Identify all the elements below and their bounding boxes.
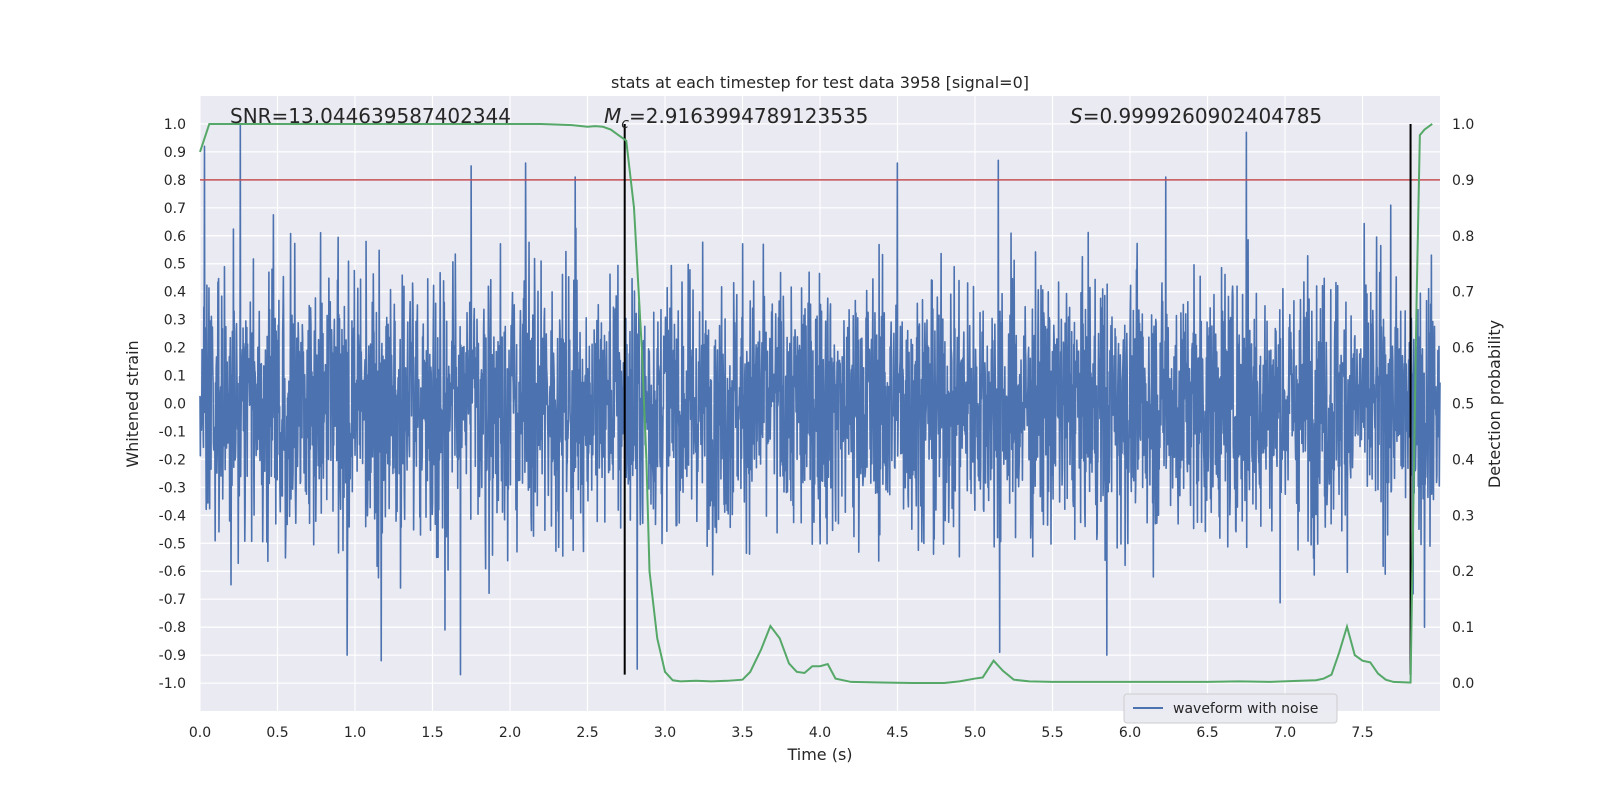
waveform-series-line bbox=[199, 123, 1441, 676]
s-value: =0.9999260902404785 bbox=[1083, 104, 1322, 128]
x-tick-label: 5.0 bbox=[964, 725, 986, 741]
y-right-tick-label: 0.6 bbox=[1452, 341, 1474, 357]
x-tick-label: 2.0 bbox=[499, 725, 521, 741]
y-right-tick-label: 0.3 bbox=[1452, 508, 1474, 524]
y-left-tick-label: -1.0 bbox=[159, 676, 186, 692]
y-left-tick-label: 0.9 bbox=[164, 145, 186, 161]
x-tick-label: 7.5 bbox=[1351, 725, 1373, 741]
y-left-tick-label: 0.7 bbox=[164, 201, 186, 217]
y-left-tick-label: -0.6 bbox=[159, 564, 186, 580]
ticks: 0.0 0.5 1.0 1.5 2.0 2.5 3.0 3.5 4.0 4.5 5.0 5.5 6.0 6… bbox=[159, 117, 1475, 741]
y-axis-label-left: Whitened strain bbox=[123, 340, 142, 467]
x-tick-label: 1.0 bbox=[344, 725, 366, 741]
y-left-tick-label: 0.3 bbox=[164, 313, 186, 329]
plot-area bbox=[199, 123, 1441, 676]
y-left-tick-label: 0.1 bbox=[164, 369, 186, 385]
x-axis-label: Time (s) bbox=[786, 745, 852, 764]
x-tick-label: 2.5 bbox=[576, 725, 598, 741]
mc-subscript: c bbox=[621, 116, 629, 132]
y-left-tick-label: 0.5 bbox=[164, 257, 186, 273]
s-symbol: S bbox=[1070, 104, 1083, 128]
x-tick-label: 0.5 bbox=[266, 725, 288, 741]
y-left-tick-label: -0.8 bbox=[159, 620, 186, 636]
x-tick-label: 1.5 bbox=[421, 725, 443, 741]
y-right-tick-label: 1.0 bbox=[1452, 117, 1474, 133]
y-left-tick-label: -0.5 bbox=[159, 536, 186, 552]
y-left-tick-label: 1.0 bbox=[164, 117, 186, 133]
y-left-tick-label: 0.0 bbox=[164, 397, 186, 413]
x-tick-label: 7.0 bbox=[1274, 725, 1296, 741]
y-left-tick-label: -0.3 bbox=[159, 480, 186, 496]
x-tick-label: 4.5 bbox=[886, 725, 908, 741]
mc-symbol: M bbox=[604, 104, 621, 128]
y-right-tick-label: 0.5 bbox=[1452, 397, 1474, 413]
chart-title: stats at each timestep for test data 395… bbox=[611, 73, 1029, 92]
legend: waveform with noise bbox=[1123, 693, 1338, 724]
y-axis-label-right: Detection probability bbox=[1485, 320, 1504, 488]
legend-box bbox=[1123, 693, 1338, 724]
y-right-tick-label: 0.4 bbox=[1452, 452, 1474, 468]
y-left-tick-label: 0.2 bbox=[164, 341, 186, 357]
y-right-tick-label: 0.0 bbox=[1452, 676, 1474, 692]
y-left-tick-label: -0.9 bbox=[159, 648, 186, 664]
y-left-tick-label: -0.4 bbox=[159, 508, 186, 524]
mc-annotation: Mc=2.9163994789123535 bbox=[604, 104, 868, 132]
x-tick-label: 3.0 bbox=[654, 725, 676, 741]
y-right-tick-label: 0.7 bbox=[1452, 285, 1474, 301]
x-tick-label: 3.5 bbox=[731, 725, 753, 741]
overlay bbox=[199, 122, 1440, 685]
x-tick-label: 4.0 bbox=[809, 725, 831, 741]
x-tick-label: 0.0 bbox=[189, 725, 211, 741]
y-left-tick-label: -0.7 bbox=[159, 592, 186, 608]
x-tick-label: 6.5 bbox=[1196, 725, 1218, 741]
detection-probability-line bbox=[199, 122, 1433, 685]
y-left-tick-label: 0.8 bbox=[164, 173, 186, 189]
y-left-tick-label: -0.1 bbox=[159, 424, 186, 440]
s-annotation: S=0.9999260902404785 bbox=[1070, 104, 1322, 128]
x-tick-label: 6.0 bbox=[1119, 725, 1141, 741]
mc-value: =2.9163994789123535 bbox=[629, 104, 868, 128]
y-left-tick-label: 0.6 bbox=[164, 229, 186, 245]
snr-annotation: SNR=13.044639587402344 bbox=[230, 104, 511, 128]
y-left-tick-label: 0.4 bbox=[164, 285, 186, 301]
y-right-tick-label: 0.8 bbox=[1452, 229, 1474, 245]
y-left-tick-label: -0.2 bbox=[159, 452, 186, 468]
y-right-tick-label: 0.2 bbox=[1452, 564, 1474, 580]
x-tick-label: 5.5 bbox=[1041, 725, 1063, 741]
y-right-tick-label: 0.1 bbox=[1452, 620, 1474, 636]
legend-label: waveform with noise bbox=[1173, 701, 1318, 717]
y-right-tick-label: 0.9 bbox=[1452, 173, 1474, 189]
